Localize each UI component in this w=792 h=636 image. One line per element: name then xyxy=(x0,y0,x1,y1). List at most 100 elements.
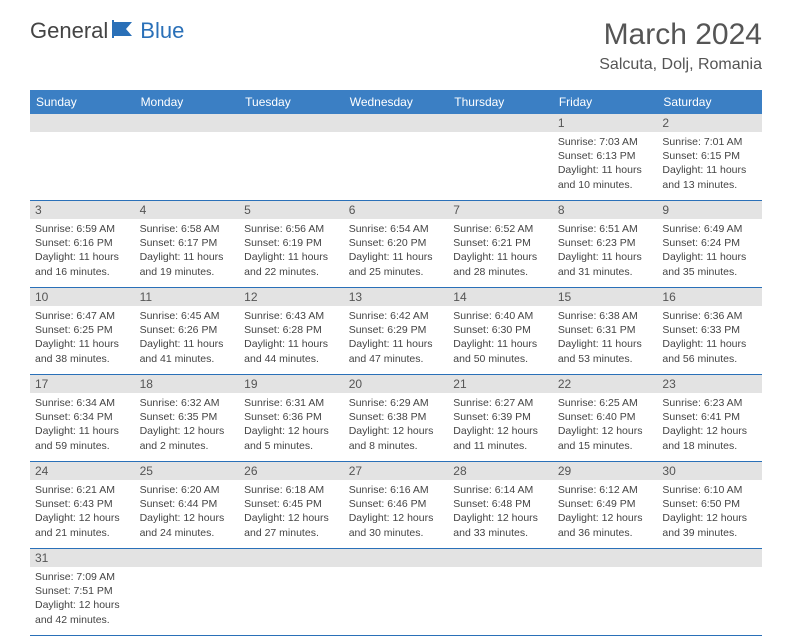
sunset-text: Sunset: 6:41 PM xyxy=(662,410,757,424)
day-cell: Sunrise: 6:59 AMSunset: 6:16 PMDaylight:… xyxy=(30,219,135,287)
calendar: SundayMondayTuesdayWednesdayThursdayFrid… xyxy=(30,90,762,636)
day-cell: Sunrise: 6:23 AMSunset: 6:41 PMDaylight:… xyxy=(657,393,762,461)
day-cell: Sunrise: 6:40 AMSunset: 6:30 PMDaylight:… xyxy=(448,306,553,374)
day-number: 31 xyxy=(30,549,135,567)
day-number: 30 xyxy=(657,462,762,480)
sunset-text: Sunset: 6:16 PM xyxy=(35,236,130,250)
day-number: 6 xyxy=(344,201,449,219)
sunrise-text: Sunrise: 6:32 AM xyxy=(140,396,235,410)
day-number: 17 xyxy=(30,375,135,393)
day-number xyxy=(135,114,240,132)
sunset-text: Sunset: 6:15 PM xyxy=(662,149,757,163)
sunset-text: Sunset: 6:38 PM xyxy=(349,410,444,424)
sunset-text: Sunset: 6:24 PM xyxy=(662,236,757,250)
daylight-text: Daylight: 11 hours and 10 minutes. xyxy=(558,163,653,191)
day-cell xyxy=(553,567,658,635)
sunrise-text: Sunrise: 6:21 AM xyxy=(35,483,130,497)
day-cell: Sunrise: 7:09 AMSunset: 7:51 PMDaylight:… xyxy=(30,567,135,635)
daylight-text: Daylight: 11 hours and 13 minutes. xyxy=(662,163,757,191)
day-number: 18 xyxy=(135,375,240,393)
sunset-text: Sunset: 6:40 PM xyxy=(558,410,653,424)
sunrise-text: Sunrise: 6:23 AM xyxy=(662,396,757,410)
day-number: 11 xyxy=(135,288,240,306)
daynum-row: 24252627282930 xyxy=(30,462,762,480)
sunrise-text: Sunrise: 6:54 AM xyxy=(349,222,444,236)
sunrise-text: Sunrise: 6:25 AM xyxy=(558,396,653,410)
day-number: 21 xyxy=(448,375,553,393)
day-cell xyxy=(239,132,344,200)
day-cell xyxy=(239,567,344,635)
logo-text-blue: Blue xyxy=(140,18,184,44)
daynum-row: 12 xyxy=(30,114,762,132)
sunrise-text: Sunrise: 6:36 AM xyxy=(662,309,757,323)
day-cell: Sunrise: 6:43 AMSunset: 6:28 PMDaylight:… xyxy=(239,306,344,374)
day-number: 13 xyxy=(344,288,449,306)
day-cell: Sunrise: 6:16 AMSunset: 6:46 PMDaylight:… xyxy=(344,480,449,548)
daylight-text: Daylight: 12 hours and 18 minutes. xyxy=(662,424,757,452)
day-cell: Sunrise: 6:32 AMSunset: 6:35 PMDaylight:… xyxy=(135,393,240,461)
weekday-header: Saturday xyxy=(657,90,762,114)
sunset-text: Sunset: 6:48 PM xyxy=(453,497,548,511)
day-number: 20 xyxy=(344,375,449,393)
sunrise-text: Sunrise: 6:43 AM xyxy=(244,309,339,323)
sunrise-text: Sunrise: 6:20 AM xyxy=(140,483,235,497)
sunset-text: Sunset: 6:34 PM xyxy=(35,410,130,424)
day-cell xyxy=(448,567,553,635)
daylight-text: Daylight: 11 hours and 47 minutes. xyxy=(349,337,444,365)
day-cell: Sunrise: 6:42 AMSunset: 6:29 PMDaylight:… xyxy=(344,306,449,374)
sunset-text: Sunset: 6:33 PM xyxy=(662,323,757,337)
day-number: 25 xyxy=(135,462,240,480)
day-number: 26 xyxy=(239,462,344,480)
day-cell: Sunrise: 6:34 AMSunset: 6:34 PMDaylight:… xyxy=(30,393,135,461)
day-number: 8 xyxy=(553,201,658,219)
sunrise-text: Sunrise: 6:58 AM xyxy=(140,222,235,236)
weekday-header-row: SundayMondayTuesdayWednesdayThursdayFrid… xyxy=(30,90,762,114)
sunset-text: Sunset: 6:26 PM xyxy=(140,323,235,337)
day-cell: Sunrise: 6:12 AMSunset: 6:49 PMDaylight:… xyxy=(553,480,658,548)
header: General Blue March 2024 Salcuta, Dolj, R… xyxy=(0,0,792,82)
daylight-text: Daylight: 11 hours and 28 minutes. xyxy=(453,250,548,278)
day-cell: Sunrise: 6:54 AMSunset: 6:20 PMDaylight:… xyxy=(344,219,449,287)
day-number xyxy=(30,114,135,132)
day-number: 12 xyxy=(239,288,344,306)
day-number: 5 xyxy=(239,201,344,219)
day-cell xyxy=(344,132,449,200)
sunset-text: Sunset: 6:50 PM xyxy=(662,497,757,511)
weekday-header: Wednesday xyxy=(344,90,449,114)
sunset-text: Sunset: 6:45 PM xyxy=(244,497,339,511)
day-cell xyxy=(657,567,762,635)
day-number: 4 xyxy=(135,201,240,219)
sunrise-text: Sunrise: 6:40 AM xyxy=(453,309,548,323)
sunrise-text: Sunrise: 6:52 AM xyxy=(453,222,548,236)
daylight-text: Daylight: 11 hours and 38 minutes. xyxy=(35,337,130,365)
daylight-text: Daylight: 12 hours and 24 minutes. xyxy=(140,511,235,539)
day-cell xyxy=(30,132,135,200)
sunrise-text: Sunrise: 6:47 AM xyxy=(35,309,130,323)
day-cell: Sunrise: 6:49 AMSunset: 6:24 PMDaylight:… xyxy=(657,219,762,287)
daylight-text: Daylight: 12 hours and 30 minutes. xyxy=(349,511,444,539)
sunrise-text: Sunrise: 7:09 AM xyxy=(35,570,130,584)
weekday-header: Friday xyxy=(553,90,658,114)
daylight-text: Daylight: 11 hours and 56 minutes. xyxy=(662,337,757,365)
day-number: 3 xyxy=(30,201,135,219)
day-number: 23 xyxy=(657,375,762,393)
daylight-text: Daylight: 11 hours and 59 minutes. xyxy=(35,424,130,452)
logo: General Blue xyxy=(30,18,184,44)
logo-text-general: General xyxy=(30,18,108,44)
sunset-text: Sunset: 6:39 PM xyxy=(453,410,548,424)
sunrise-text: Sunrise: 6:34 AM xyxy=(35,396,130,410)
weekday-header: Tuesday xyxy=(239,90,344,114)
sunset-text: Sunset: 6:13 PM xyxy=(558,149,653,163)
week-row: Sunrise: 6:34 AMSunset: 6:34 PMDaylight:… xyxy=(30,393,762,462)
sunrise-text: Sunrise: 6:31 AM xyxy=(244,396,339,410)
sunset-text: Sunset: 7:51 PM xyxy=(35,584,130,598)
daylight-text: Daylight: 12 hours and 5 minutes. xyxy=(244,424,339,452)
sunset-text: Sunset: 6:35 PM xyxy=(140,410,235,424)
day-number xyxy=(657,549,762,567)
day-number xyxy=(239,114,344,132)
day-cell xyxy=(344,567,449,635)
day-number xyxy=(553,549,658,567)
daylight-text: Daylight: 11 hours and 41 minutes. xyxy=(140,337,235,365)
day-number: 16 xyxy=(657,288,762,306)
daylight-text: Daylight: 11 hours and 16 minutes. xyxy=(35,250,130,278)
